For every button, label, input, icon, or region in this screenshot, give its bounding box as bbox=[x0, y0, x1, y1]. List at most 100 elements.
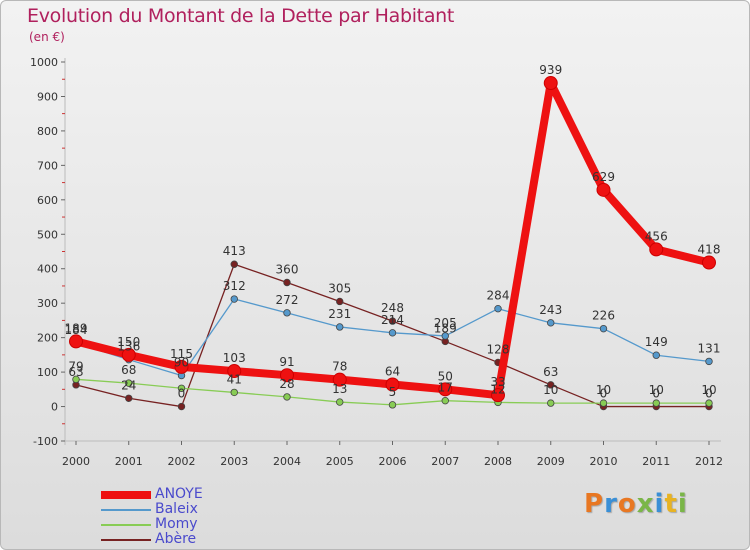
x-tick-label: 2003 bbox=[220, 455, 248, 468]
data-point-anoye bbox=[69, 334, 83, 349]
data-label: 214 bbox=[381, 313, 404, 327]
data-label: 12 bbox=[490, 382, 505, 396]
data-point-baleix bbox=[336, 323, 344, 331]
x-tick-label: 2009 bbox=[537, 455, 565, 468]
y-tick-label: 900 bbox=[37, 90, 58, 103]
line-chart: -100010020030040050060070080090010002000… bbox=[30, 56, 723, 468]
y-tick-label: 100 bbox=[37, 366, 58, 379]
data-label: 150 bbox=[117, 335, 140, 349]
x-tick-label: 2010 bbox=[590, 455, 618, 468]
data-point-momy bbox=[283, 393, 291, 401]
data-point-momy bbox=[652, 399, 660, 407]
data-label: 5 bbox=[389, 385, 397, 399]
legend-label: ANOYE bbox=[155, 486, 203, 502]
data-label: 115 bbox=[170, 347, 193, 361]
y-tick-label: 600 bbox=[37, 194, 58, 207]
y-tick-label: 700 bbox=[37, 159, 58, 172]
data-label: 284 bbox=[487, 289, 510, 303]
data-label: 456 bbox=[645, 229, 668, 243]
x-tick-label: 2002 bbox=[168, 455, 196, 468]
data-label: 78 bbox=[332, 360, 347, 374]
data-label: 128 bbox=[487, 342, 510, 356]
data-label: 418 bbox=[698, 243, 721, 257]
data-point-baleix bbox=[388, 329, 397, 337]
data-label: 136 bbox=[117, 340, 140, 354]
data-point-momy bbox=[125, 379, 133, 387]
data-point-momy bbox=[336, 398, 344, 406]
data-point-anoye bbox=[385, 377, 400, 392]
x-tick-label: 2007 bbox=[431, 455, 459, 468]
proxiti-logo: Proxiti bbox=[584, 489, 688, 519]
data-label: 131 bbox=[698, 341, 721, 355]
x-tick-label: 2012 bbox=[695, 455, 723, 468]
data-label: 0 bbox=[652, 387, 660, 401]
data-label: 103 bbox=[223, 351, 246, 365]
data-label: 10 bbox=[701, 383, 716, 397]
data-label: 79 bbox=[68, 359, 83, 373]
legend-label: Momy bbox=[155, 516, 198, 532]
data-label: 312 bbox=[223, 279, 246, 293]
data-label: 91 bbox=[279, 355, 294, 369]
data-point-momy bbox=[547, 399, 555, 407]
data-point-baleix bbox=[283, 309, 291, 317]
data-label: 41 bbox=[227, 372, 242, 386]
data-point-abère bbox=[336, 297, 344, 306]
data-label: 10 bbox=[543, 383, 558, 397]
data-label: 0 bbox=[600, 387, 608, 401]
legend-swatch bbox=[101, 491, 151, 499]
data-label: 0 bbox=[178, 387, 186, 401]
data-label: 68 bbox=[121, 363, 136, 377]
data-label: 63 bbox=[68, 365, 83, 379]
data-point-anoye bbox=[174, 359, 189, 374]
data-label: 17 bbox=[438, 381, 453, 395]
data-label: 305 bbox=[328, 281, 351, 295]
data-point-anoye bbox=[121, 347, 136, 362]
legend-swatch bbox=[101, 539, 151, 541]
data-label: 189 bbox=[65, 321, 88, 335]
y-tick-label: 200 bbox=[37, 332, 58, 345]
x-tick-label: 2000 bbox=[62, 455, 90, 468]
data-point-abère bbox=[283, 278, 291, 287]
data-point-anoye bbox=[280, 368, 294, 383]
x-tick-label: 2004 bbox=[273, 455, 301, 468]
data-label: 226 bbox=[592, 309, 615, 323]
data-label: 413 bbox=[223, 244, 246, 258]
x-tick-label: 2005 bbox=[326, 455, 354, 468]
data-label: 248 bbox=[381, 301, 404, 315]
y-tick-label: 500 bbox=[37, 228, 58, 241]
data-point-momy bbox=[599, 399, 608, 407]
data-label: 0 bbox=[705, 387, 713, 401]
data-point-momy bbox=[441, 396, 449, 405]
data-label: 13 bbox=[332, 382, 347, 396]
data-point-abère bbox=[230, 260, 238, 268]
data-point-baleix bbox=[441, 332, 449, 340]
x-tick-label: 2001 bbox=[115, 455, 143, 468]
data-point-abère bbox=[177, 402, 186, 411]
data-label: 33 bbox=[490, 375, 505, 389]
data-label: 63 bbox=[543, 365, 558, 379]
y-tick-label: 400 bbox=[37, 263, 58, 276]
data-point-baleix bbox=[494, 304, 502, 313]
unit-label: (en €) bbox=[29, 30, 65, 44]
data-label: 24 bbox=[121, 378, 136, 392]
data-label: 90 bbox=[174, 356, 189, 370]
data-point-anoye bbox=[702, 255, 716, 270]
data-label: 272 bbox=[276, 293, 299, 307]
data-point-baleix bbox=[547, 319, 555, 327]
y-tick-label: 800 bbox=[37, 125, 58, 138]
data-point-abère bbox=[125, 394, 133, 402]
data-point-anoye bbox=[332, 372, 347, 387]
data-label: 939 bbox=[539, 63, 562, 77]
data-point-abère bbox=[388, 317, 397, 325]
legend-label: Baleix bbox=[155, 501, 198, 517]
data-label: 205 bbox=[434, 316, 457, 330]
x-tick-label: 2006 bbox=[379, 455, 407, 468]
y-tick-label: 0 bbox=[51, 401, 58, 414]
data-point-anoye bbox=[438, 382, 453, 397]
legend-swatch bbox=[101, 509, 151, 511]
data-point-anoye bbox=[596, 182, 611, 197]
data-label: 64 bbox=[385, 364, 400, 378]
data-label: 28 bbox=[279, 377, 294, 391]
y-tick-label: -100 bbox=[33, 435, 58, 448]
data-point-momy bbox=[705, 399, 713, 407]
